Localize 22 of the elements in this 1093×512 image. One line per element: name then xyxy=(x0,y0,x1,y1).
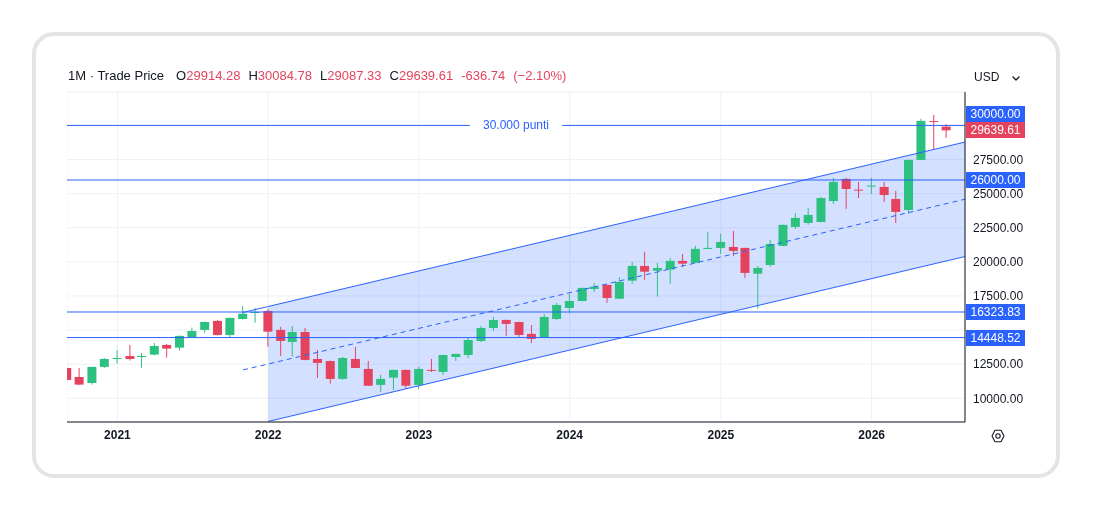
y-tick-label: 20000.00 xyxy=(973,255,1024,270)
y-tick-label: 10000.00 xyxy=(973,391,1024,406)
y-tick-label: 27500.00 xyxy=(973,152,1024,167)
x-tick-label: 2022 xyxy=(254,427,282,442)
annotation: 30000.00 xyxy=(966,106,1025,123)
annotation: 26000.00 xyxy=(966,171,1025,188)
y-tick-label: 12500.00 xyxy=(973,357,1024,372)
x-tick-label: 2024 xyxy=(556,427,584,442)
y-tick-label: 25000.00 xyxy=(973,186,1024,201)
annotation: 16323.83 xyxy=(966,303,1025,320)
x-tick-label: 2026 xyxy=(858,427,886,442)
chart-title: 1M · Trade Price xyxy=(68,68,165,83)
y-axis-title: USD xyxy=(974,70,1000,84)
x-tick-label: 2021 xyxy=(104,427,132,442)
text: O29914.28 H30084.78 L29087.33 C29639.61 -636.74 (−2.10%) xyxy=(176,68,567,83)
x-tick-label: 2023 xyxy=(405,427,433,442)
y-tick-label: 17500.00 xyxy=(973,289,1024,304)
ref-line-label: 30.000 punti xyxy=(482,118,550,133)
annotation: 29639.61 xyxy=(966,122,1025,139)
y-tick-label: 22500.00 xyxy=(973,221,1024,235)
annotation: 14448.52 xyxy=(966,329,1025,346)
x-tick-label: 2025 xyxy=(707,427,735,442)
